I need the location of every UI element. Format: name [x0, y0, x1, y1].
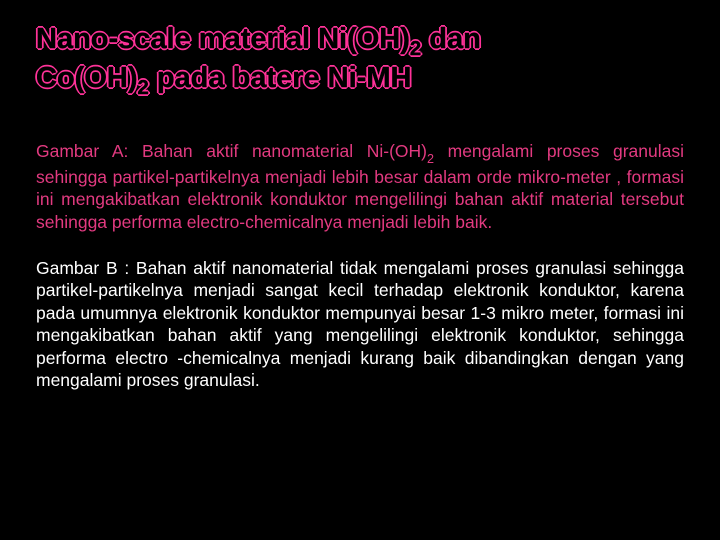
- title-text-end: pada batere Ni-MH: [149, 62, 412, 94]
- para-b-text: Gambar B : Bahan aktif nanomaterial tida…: [36, 258, 684, 390]
- para-a-prefix: Gambar A: Bahan aktif nanomaterial Ni-(O…: [36, 141, 427, 161]
- title-sub-1: 2: [410, 38, 421, 60]
- paragraph-b: Gambar B : Bahan aktif nanomaterial tida…: [36, 257, 684, 391]
- title-text-mid: dan: [421, 23, 481, 55]
- para-a-sub: 2: [427, 152, 434, 166]
- paragraph-a: Gambar A: Bahan aktif nanomaterial Ni-(O…: [36, 140, 684, 233]
- title-text-1: Nano-scale material Ni(OH): [36, 23, 410, 55]
- title-text-2: Co(OH): [36, 62, 137, 94]
- title-sub-2: 2: [137, 77, 148, 99]
- slide-title: Nano-scale material Ni(OH)2 dan Co(OH)2 …: [36, 22, 684, 100]
